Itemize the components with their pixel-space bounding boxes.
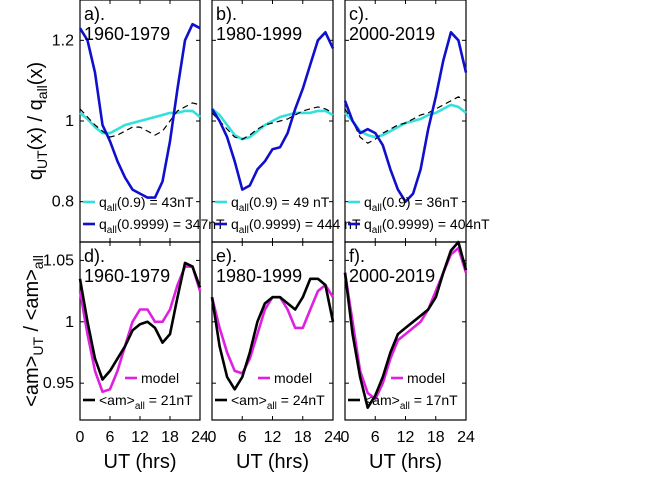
series-line <box>344 96 467 144</box>
x-axis-label: UT (hrs) <box>236 451 309 473</box>
panel-years: 1980-1999 <box>216 266 302 286</box>
legend-entry: qall(0.9999) = 404nT <box>364 216 490 236</box>
x-tick-label: 18 <box>161 429 179 446</box>
series-line <box>79 102 201 138</box>
x-tick-label: 0 <box>76 429 85 446</box>
series-line <box>79 109 201 135</box>
panel-a: 0.8 1 1.2 a).1960-1979 qall(0.9) = 43nTqall(… <box>52 0 225 243</box>
x-tick-label: 12 <box>397 429 415 446</box>
legend-entry: qall(0.9) = 49 nT <box>231 194 330 214</box>
panel-label: f). <box>349 246 365 266</box>
y-axis-label-top: qUT(x) / qall(x) <box>25 62 50 180</box>
series-line <box>210 30 335 191</box>
series-line <box>210 277 335 391</box>
legend-entry: model <box>407 370 445 386</box>
panel-years: 1980-1999 <box>216 24 302 44</box>
legend-entry: model <box>141 370 179 386</box>
series-line <box>211 106 334 140</box>
x-axis-label: UT (hrs) <box>104 451 177 473</box>
y-tick-label: 1 <box>65 314 74 331</box>
panel-c: c).2000-2019 qall(0.9) = 36nTqall(0.9999)… <box>343 0 490 243</box>
y-tick-label: 1.05 <box>43 252 74 269</box>
x-tick-label: 18 <box>427 429 445 446</box>
x-axis-label: UT (hrs) <box>369 451 442 473</box>
panel-e: e).1980-1999 model <am>all = 24nT <box>210 241 335 421</box>
legend-entry: qall(0.9) = 43nT <box>99 194 194 214</box>
legend-entry: <am>all = 24nT <box>231 392 325 412</box>
panel-d: 0.95 1 1.05 d).1960-1979 model <am>all = 21nT <box>43 241 202 421</box>
x-tick-label: 24 <box>324 429 342 446</box>
y-tick-label: 1.2 <box>52 32 74 49</box>
panel-f: f).2000-2019 model <am>all = 17nT <box>343 240 468 421</box>
legend-entry: qall(0.9) = 36nT <box>364 194 459 214</box>
panel-label: b). <box>216 4 237 24</box>
panel-label: c). <box>349 4 369 24</box>
panel-label: d). <box>84 246 105 266</box>
x-tick-label: 12 <box>131 429 149 446</box>
x-tick-label: 24 <box>191 429 209 446</box>
x-tick-label: 0 <box>341 429 350 446</box>
series-line <box>211 107 334 141</box>
y-tick-label: 1 <box>65 113 74 130</box>
panel-years: 2000-2019 <box>349 266 435 286</box>
panel-years: 2000-2019 <box>349 24 435 44</box>
series-line <box>343 30 468 203</box>
panel-b: b).1980-1999 qall(0.9) = 49 nTqall(0.9999… <box>210 0 361 243</box>
x-tick-label: 24 <box>457 429 475 446</box>
legend-entry: <am>all = 17nT <box>364 392 458 412</box>
series-line <box>78 265 202 394</box>
x-tick-label: 6 <box>238 429 247 446</box>
series-line <box>343 240 468 410</box>
x-tick-label: 0 <box>208 429 217 446</box>
panel-label: a). <box>84 4 105 24</box>
series-line <box>78 22 201 199</box>
y-tick-label: 0.8 <box>52 194 74 211</box>
y-axis-label-bottom: <am>UT / <am>all <box>21 255 46 407</box>
panel-years: 1960-1979 <box>84 24 170 44</box>
series-line <box>78 261 202 381</box>
x-tick-label: 6 <box>371 429 380 446</box>
y-tick-label: 0.95 <box>43 375 74 392</box>
legend-entry: qall(0.9999) = 444 nT <box>231 216 361 236</box>
legend-entry: model <box>274 370 312 386</box>
x-tick-label: 6 <box>106 429 115 446</box>
legend-entry: qall(0.9999) = 347nT <box>99 216 225 236</box>
x-tick-label: 18 <box>294 429 312 446</box>
x-tick-label: 12 <box>264 429 282 446</box>
legend-entry: <am>all = 21nT <box>99 392 193 412</box>
panel-years: 1960-1979 <box>84 266 170 286</box>
panel-label: e). <box>216 246 237 266</box>
